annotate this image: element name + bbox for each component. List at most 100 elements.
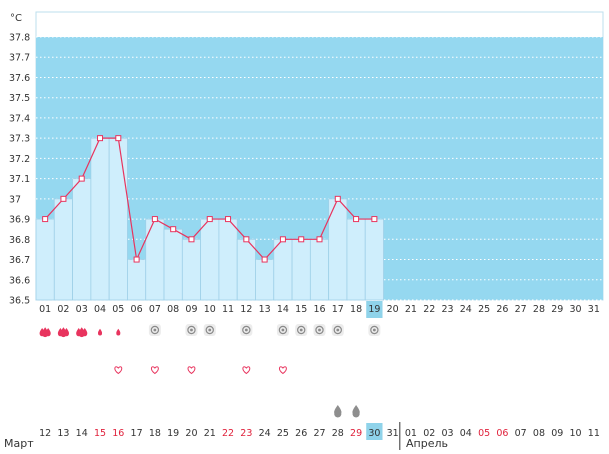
temperature-point <box>334 195 341 202</box>
temperature-point <box>60 195 67 202</box>
mucus-circle-icon <box>148 324 161 336</box>
cycle-day-label: 03 <box>76 304 88 315</box>
temperature-point <box>151 216 158 223</box>
date-label: 22 <box>222 428 234 439</box>
temperature-point <box>225 216 232 223</box>
cycle-day-label: 16 <box>313 304 325 315</box>
mucus-circle-icon <box>185 324 198 336</box>
blood-drop-icon <box>57 327 70 338</box>
temperature-point <box>170 226 177 233</box>
heart-icon <box>114 366 123 375</box>
cycle-day-label: 27 <box>515 304 527 315</box>
date-label: 20 <box>185 428 197 439</box>
cycle-day-label: 02 <box>57 304 69 315</box>
temperature-point <box>133 256 140 263</box>
cycle-day-label: 29 <box>551 304 563 315</box>
temperature-bar <box>236 238 256 301</box>
temperature-point <box>353 216 360 223</box>
current-day-highlight <box>366 301 383 318</box>
cycle-day-label: 09 <box>185 304 197 315</box>
temperature-point <box>316 236 323 243</box>
mucus-circle-icon <box>203 324 216 336</box>
date-label: 05 <box>478 428 490 439</box>
date-label: 10 <box>570 428 582 439</box>
y-tick-label: 37.5 <box>9 93 30 104</box>
mucus-circle-icon <box>295 324 308 336</box>
temperature-bar <box>181 238 202 301</box>
mucus-circle-icon <box>240 324 253 336</box>
temperature-bar <box>200 218 220 301</box>
temperature-bar <box>163 228 183 301</box>
date-label: 26 <box>295 428 307 439</box>
date-label: 24 <box>259 428 271 439</box>
cycle-day-label: 31 <box>588 304 600 315</box>
blood-drop-icon <box>76 327 88 338</box>
cycle-day-label: 24 <box>460 304 472 315</box>
cycle-day-label: 30 <box>570 304 582 315</box>
grey-drop-icon <box>352 405 360 418</box>
date-label: 17 <box>131 428 143 439</box>
date-label: 09 <box>551 428 563 439</box>
heart-icon <box>242 366 251 375</box>
date-label: 16 <box>112 428 124 439</box>
cycle-day-label: 22 <box>423 304 435 315</box>
date-label: 03 <box>441 428 453 439</box>
mucus-circle-icon <box>331 324 344 336</box>
unit-label: °C <box>10 13 22 24</box>
blood-drop-icon <box>116 328 121 336</box>
cycle-day-label: 19 <box>368 304 380 315</box>
date-label: 30 <box>368 428 380 439</box>
y-tick-label: 36.9 <box>9 215 30 226</box>
temperature-bar <box>273 238 293 301</box>
cycle-day-label: 05 <box>112 304 124 315</box>
cycle-day-label: 07 <box>149 304 161 315</box>
heart-icon <box>187 366 196 375</box>
cycle-day-label: 04 <box>94 304 106 315</box>
cycle-day-label: 20 <box>387 304 399 315</box>
temperature-bar <box>364 218 384 301</box>
cycle-day-label: 10 <box>204 304 216 315</box>
date-label: 27 <box>313 428 325 439</box>
date-label: 08 <box>533 428 545 439</box>
temperature-point <box>42 216 49 223</box>
cycle-day-label: 13 <box>259 304 271 315</box>
mucus-circle-icon <box>313 324 326 336</box>
date-label: 04 <box>460 428 472 439</box>
date-label: 02 <box>423 428 435 439</box>
temperature-point <box>188 236 195 243</box>
temperature-bar <box>35 218 55 301</box>
y-tick-label: 37.4 <box>9 113 30 124</box>
y-tick-label: 37.6 <box>9 73 30 84</box>
date-label: 29 <box>350 428 362 439</box>
temperature-bar <box>90 137 110 301</box>
y-tick-label: 36.8 <box>9 235 30 246</box>
date-label: 06 <box>496 428 508 439</box>
date-label: 28 <box>332 428 344 439</box>
temperature-bar <box>346 218 366 301</box>
y-tick-label: 36.6 <box>9 275 30 286</box>
cycle-day-label: 14 <box>277 304 289 315</box>
temperature-bar <box>218 218 238 301</box>
temperature-bar <box>145 218 165 301</box>
cycle-day-label: 01 <box>39 304 51 315</box>
date-label: 19 <box>167 428 179 439</box>
temperature-bar <box>255 259 275 301</box>
temperature-point <box>97 135 104 142</box>
cycle-day-label: 08 <box>167 304 179 315</box>
month-label-march: Март <box>4 437 34 450</box>
temperature-bar <box>72 178 92 301</box>
temperature-bar <box>53 198 73 301</box>
date-label: 12 <box>39 428 51 439</box>
cycle-day-label: 25 <box>478 304 490 315</box>
current-date-highlight <box>366 423 383 440</box>
date-label: 21 <box>204 428 216 439</box>
temperature-point <box>279 236 286 243</box>
cycle-day-label: 11 <box>222 304 234 315</box>
y-tick-label: 37.7 <box>9 53 30 64</box>
y-tick-label: 37.2 <box>9 154 30 165</box>
cycle-day-label: 18 <box>350 304 362 315</box>
cycle-day-label: 26 <box>496 304 508 315</box>
cycle-day-label: 23 <box>441 304 453 315</box>
mucus-circle-icon <box>276 324 289 336</box>
date-label: 31 <box>387 428 399 439</box>
